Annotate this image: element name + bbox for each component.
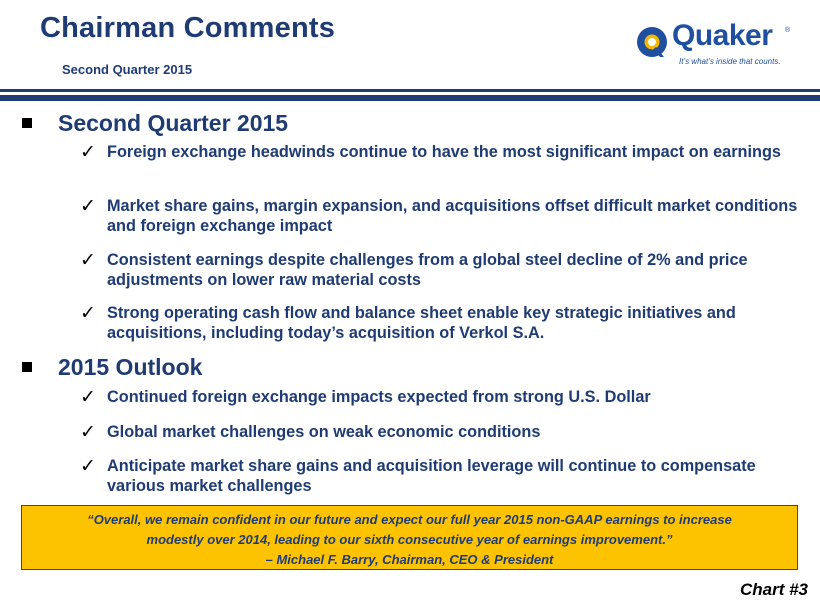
quote-box: “Overall, we remain confident in our fut… bbox=[21, 505, 798, 570]
section-heading-text: 2015 Outlook bbox=[58, 354, 203, 380]
checkmark-icon: ✓ bbox=[80, 302, 96, 324]
checkmark-icon: ✓ bbox=[80, 421, 96, 443]
checkmark-icon: ✓ bbox=[80, 141, 96, 163]
checkmark-icon: ✓ bbox=[80, 386, 96, 408]
list-item-text: Global market challenges on weak economi… bbox=[107, 423, 541, 441]
list-item-text: Strong operating cash flow and balance s… bbox=[107, 304, 736, 342]
section-heading-text: Second Quarter 2015 bbox=[58, 110, 289, 136]
quote-line-1: “Overall, we remain confident in our fut… bbox=[87, 512, 732, 527]
square-bullet-icon bbox=[22, 117, 32, 128]
logo-registered-mark: ® bbox=[785, 27, 791, 34]
section-heading-q2: Second Quarter 2015 bbox=[22, 110, 288, 137]
list-item-text: Foreign exchange headwinds continue to h… bbox=[107, 143, 781, 161]
logo-wordmark: Quaker bbox=[672, 19, 773, 52]
quote-line-2: modestly over 2014, leading to our sixth… bbox=[146, 532, 673, 547]
checkmark-icon: ✓ bbox=[80, 455, 96, 477]
page-title: Chairman Comments bbox=[40, 12, 336, 44]
section-heading-outlook: 2015 Outlook bbox=[22, 354, 202, 381]
list-item-text: Consistent earnings despite challenges f… bbox=[107, 251, 748, 289]
quote-attribution: – Michael F. Barry, Chairman, CEO & Pres… bbox=[265, 552, 554, 567]
quaker-logo: Quaker ® It’s what’s inside that counts. bbox=[636, 19, 806, 70]
page-subtitle: Second Quarter 2015 bbox=[62, 62, 193, 77]
logo-tagline: It’s what’s inside that counts. bbox=[679, 57, 781, 66]
list-item-text: Anticipate market share gains and acquis… bbox=[107, 457, 756, 495]
checkmark-icon: ✓ bbox=[80, 249, 96, 271]
header-divider bbox=[0, 89, 820, 101]
square-bullet-icon bbox=[22, 361, 32, 372]
list-item-text: Continued foreign exchange impacts expec… bbox=[107, 388, 651, 406]
checkmark-icon: ✓ bbox=[80, 195, 96, 217]
chart-number: Chart #3 bbox=[739, 580, 808, 599]
quaker-q-icon bbox=[637, 27, 667, 57]
list-item-text: Market share gains, margin expansion, an… bbox=[107, 197, 798, 235]
